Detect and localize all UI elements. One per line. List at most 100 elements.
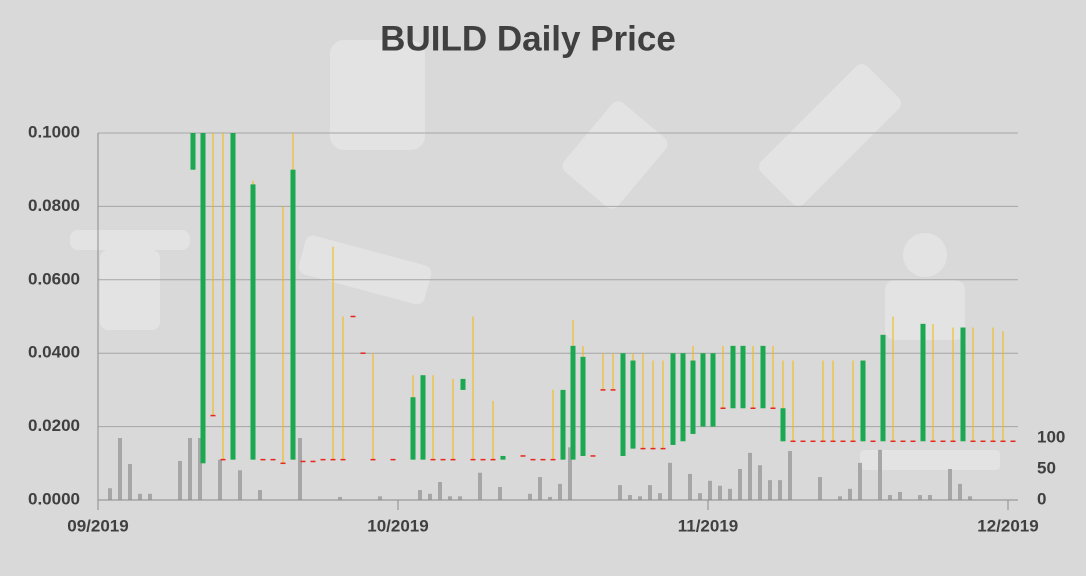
volume-bar xyxy=(688,473,692,500)
volume-bar xyxy=(188,438,192,500)
candle-body xyxy=(500,455,506,460)
volume-bar xyxy=(418,490,422,500)
volume-bar xyxy=(568,447,572,500)
volume-bar xyxy=(928,495,932,500)
x-tick-label: 12/2019 xyxy=(977,516,1038,535)
volume-bar xyxy=(138,493,142,500)
y-tick-label: 0.0000 xyxy=(28,489,80,508)
volume-bar xyxy=(958,483,962,500)
volume-bar xyxy=(498,486,502,500)
candle-body xyxy=(230,133,236,460)
volume-bar xyxy=(768,480,772,500)
y2-tick-label: 50 xyxy=(1037,458,1056,477)
volume-bar xyxy=(848,488,852,500)
volume-bar xyxy=(818,477,822,500)
volume-bar xyxy=(948,469,952,500)
y2-tick-label: 0 xyxy=(1037,489,1046,508)
candle-layer xyxy=(190,133,1016,465)
volume-bar xyxy=(238,470,242,500)
volume-bar xyxy=(968,496,972,500)
y-tick-label: 0.0400 xyxy=(28,343,80,362)
candle-body xyxy=(760,345,766,409)
x-tick-label: 11/2019 xyxy=(678,516,739,535)
candle-body xyxy=(690,360,696,434)
axes: 0.0000 0.0200 0.0400 0.0600 0.0800 0.1000 0 50 1… xyxy=(28,122,1065,535)
volume-bar xyxy=(528,493,532,500)
volume-bar xyxy=(118,438,122,500)
volume-bar xyxy=(778,480,782,500)
chart-title: BUILD Daily Price xyxy=(380,19,676,58)
y-tick-label: 0.0800 xyxy=(28,196,80,215)
y-tick-label: 0.1000 xyxy=(28,122,80,141)
volume-bar xyxy=(878,449,882,500)
volume-bar xyxy=(148,493,152,500)
volume-bar xyxy=(628,495,632,500)
candle-body xyxy=(460,378,466,390)
volume-bar xyxy=(668,462,672,500)
x-tick-label: 10/2019 xyxy=(367,516,428,535)
volume-bar xyxy=(298,438,302,500)
candle-body xyxy=(960,327,966,442)
volume-bar xyxy=(178,460,182,500)
volume-bar xyxy=(198,438,202,500)
candle-body xyxy=(570,345,576,460)
candle-body xyxy=(680,353,686,442)
volume-bar xyxy=(438,482,442,500)
volume-bar xyxy=(458,496,462,500)
volume-bar xyxy=(538,477,542,500)
candle-body xyxy=(700,353,706,427)
volume-bar xyxy=(898,491,902,500)
volume-bar xyxy=(788,451,792,500)
volume-bar xyxy=(558,483,562,500)
candle-body xyxy=(860,360,866,442)
y2-tick-label: 100 xyxy=(1037,427,1065,446)
candle-body xyxy=(250,184,256,460)
candle-body xyxy=(580,356,586,456)
volume-bar xyxy=(748,452,752,500)
volume-bar xyxy=(478,472,482,500)
candle-body xyxy=(410,397,416,460)
decor xyxy=(70,40,1000,470)
volume-bar xyxy=(548,496,552,500)
candle-body xyxy=(620,353,626,456)
volume-bar xyxy=(888,495,892,500)
y-tick-label: 0.0200 xyxy=(28,416,80,435)
volume-bar xyxy=(918,495,922,500)
candle-body xyxy=(740,345,746,409)
volume-bar xyxy=(758,465,762,500)
volume-layer xyxy=(108,438,972,500)
candle-body xyxy=(420,375,426,460)
volume-bar xyxy=(648,485,652,500)
volume-bar xyxy=(428,493,432,500)
candle-body xyxy=(670,353,676,445)
candle-body xyxy=(290,169,296,460)
volume-bar xyxy=(618,485,622,500)
volume-bar xyxy=(658,493,662,500)
candle-body xyxy=(780,408,786,442)
volume-bar xyxy=(718,485,722,500)
volume-bar xyxy=(218,459,222,500)
candle-body xyxy=(920,323,926,442)
volume-bar xyxy=(258,490,262,500)
x-tick-label: 09/2019 xyxy=(67,516,128,535)
volume-bar xyxy=(698,493,702,500)
volume-bar xyxy=(128,464,132,500)
volume-bar xyxy=(858,462,862,500)
candle-body xyxy=(880,334,886,442)
candle-body xyxy=(730,345,736,409)
candle-body xyxy=(190,133,196,170)
candle-body xyxy=(200,133,206,464)
candle-body xyxy=(560,389,566,460)
volume-bar xyxy=(338,496,342,500)
volume-bar xyxy=(738,469,742,500)
volume-bar xyxy=(638,496,642,500)
volume-bar xyxy=(708,480,712,500)
volume-bar xyxy=(728,488,732,500)
volume-bar xyxy=(108,488,112,500)
volume-bar xyxy=(838,496,842,500)
volume-bar xyxy=(378,496,382,500)
y-tick-label: 0.0600 xyxy=(28,269,80,288)
candle-body xyxy=(710,353,716,427)
